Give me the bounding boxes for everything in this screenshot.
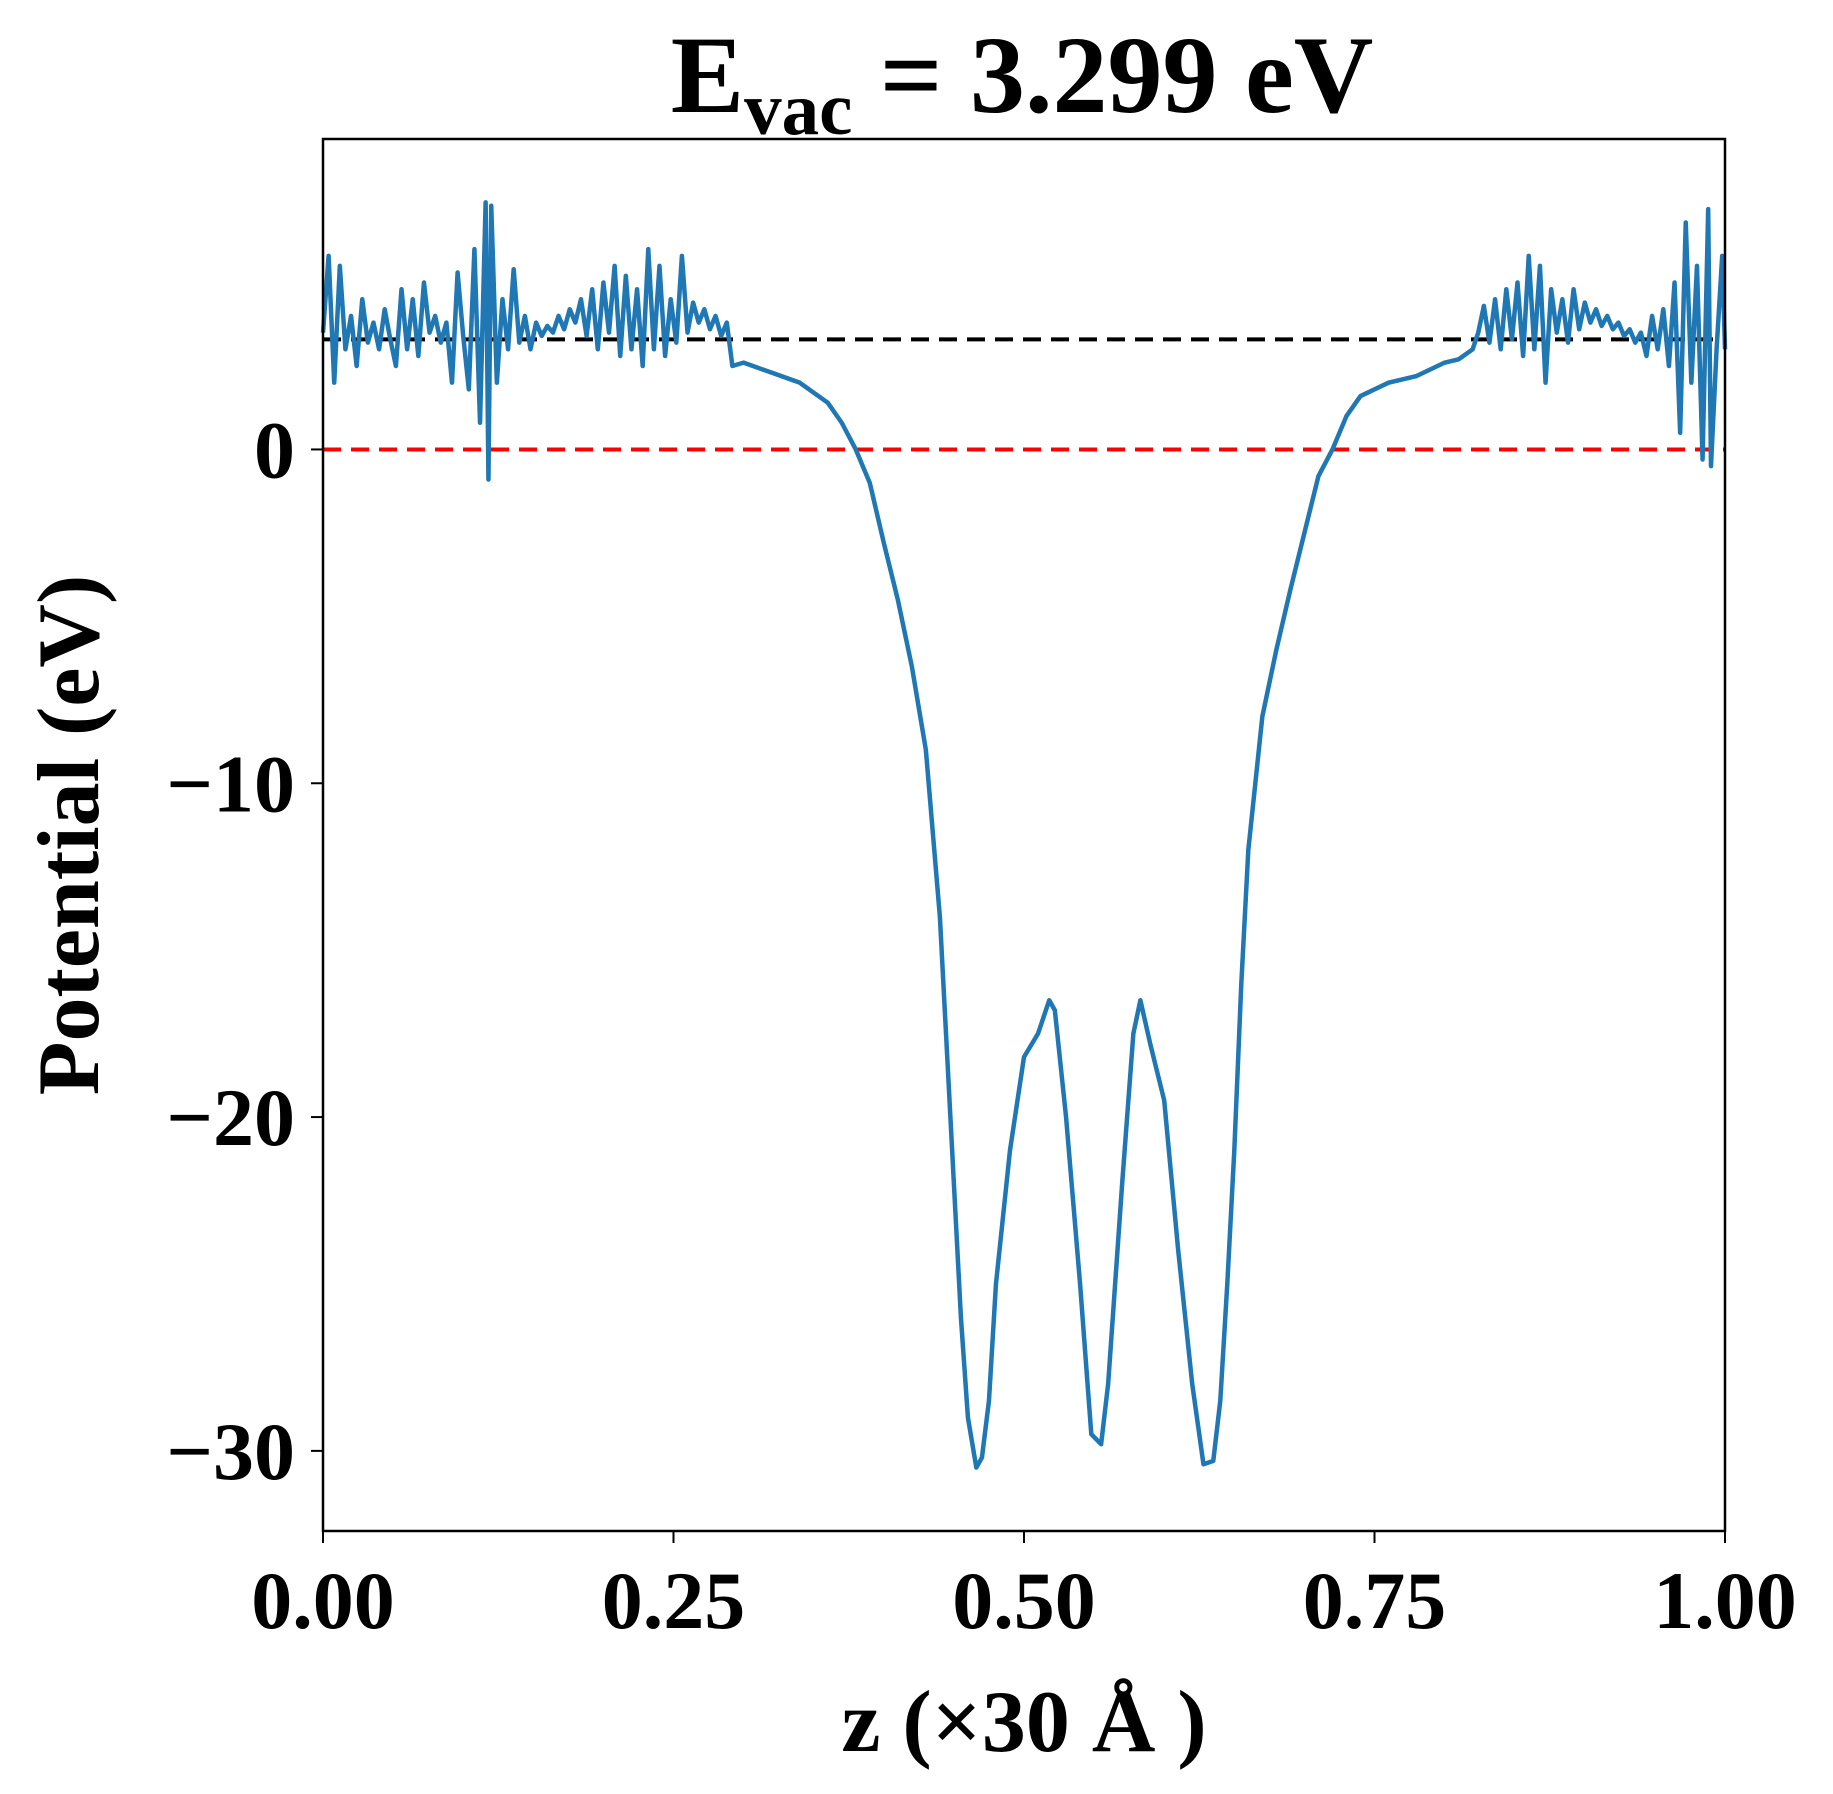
y-tick-label: −30: [166, 1406, 295, 1497]
x-tick-label: 1.00: [1653, 1555, 1797, 1646]
y-tick-label: −20: [166, 1072, 295, 1163]
title-rest: = 3.299 eV: [852, 14, 1373, 136]
y-axis-label: Potential (eV): [21, 575, 118, 1095]
x-axis-label: z (×30 Å ): [841, 1674, 1206, 1771]
x-tick-label: 0.75: [1303, 1555, 1447, 1646]
x-tick-label: 0.25: [602, 1555, 746, 1646]
y-tick-label: 0: [254, 404, 295, 495]
plot-frame: [321, 137, 1727, 1533]
title-main: E: [671, 14, 744, 136]
potential-line: [320, 200, 1728, 1470]
x-tick-label: 0.50: [952, 1555, 1096, 1646]
chart-title: Evac = 3.299 eV: [671, 14, 1374, 151]
y-tick-label: −10: [166, 738, 295, 829]
x-tick-label: 0.00: [251, 1555, 395, 1646]
title-subscript: vac: [744, 68, 852, 151]
